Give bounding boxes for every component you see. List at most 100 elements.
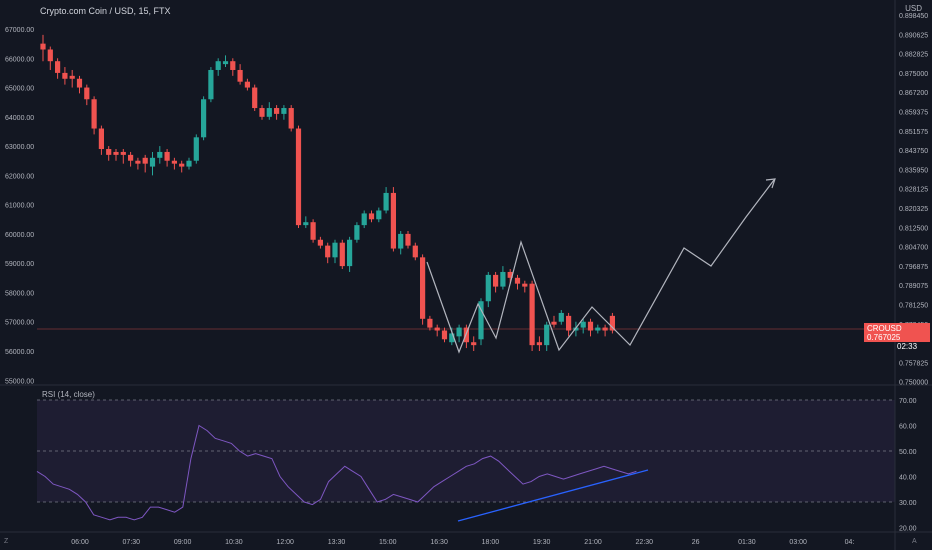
time-axis-tick: 19:30	[533, 539, 551, 546]
right-axis-tick: 0.835950	[899, 167, 928, 174]
left-axis-tick: 64000.00	[5, 115, 34, 122]
candle	[566, 315, 572, 331]
candle	[252, 87, 258, 109]
time-axis-tick: 01:30	[738, 539, 756, 546]
candle	[295, 128, 302, 226]
right-axis-tick: 0.820325	[899, 206, 928, 213]
time-axis-tick: 15:00	[379, 539, 397, 546]
time-axis-tick: 18:00	[482, 539, 500, 546]
right-axis-tick: 0.843750	[899, 148, 928, 155]
left-axis-tick: 66000.00	[5, 56, 34, 63]
candle	[427, 318, 433, 328]
candle	[244, 81, 250, 88]
candle	[164, 151, 170, 161]
candle	[157, 151, 163, 158]
candle	[390, 192, 396, 249]
rsi-axis-tick: 70.00	[899, 398, 917, 405]
candle	[266, 108, 272, 117]
candle	[514, 277, 521, 284]
candle	[201, 99, 207, 138]
rsi-indicator-label[interactable]: RSI (14, close)	[42, 390, 95, 399]
candle	[193, 137, 199, 161]
left-axis-tick: 59000.00	[5, 261, 34, 268]
rsi-axis-tick: 40.00	[899, 475, 917, 482]
candle	[354, 225, 360, 240]
auto-scale-button[interactable]: A	[912, 538, 917, 545]
candle	[405, 233, 411, 246]
candle	[237, 69, 243, 82]
candle	[69, 75, 75, 79]
left-axis-tick: 56000.00	[5, 349, 34, 356]
time-axis-tick: 21:00	[584, 539, 602, 546]
candle	[222, 61, 229, 65]
rsi-axis-tick: 20.00	[899, 526, 917, 533]
candle	[478, 301, 484, 340]
candle	[558, 312, 564, 322]
candle	[281, 108, 287, 114]
time-axis-tick: 26	[692, 539, 700, 546]
candle	[500, 271, 506, 287]
candle	[376, 210, 382, 220]
candle	[113, 151, 119, 155]
candle	[602, 327, 608, 331]
left-axis-tick: 58000.00	[5, 290, 34, 297]
left-axis-tick: 62000.00	[5, 173, 34, 180]
candle	[120, 151, 126, 155]
candle	[398, 233, 404, 249]
candle	[47, 49, 53, 62]
candle	[332, 242, 338, 258]
rsi-axis-tick: 30.00	[899, 500, 917, 507]
left-axis-tick: 63000.00	[5, 144, 34, 151]
candle	[536, 342, 542, 346]
candle	[347, 239, 353, 267]
projection-arrow-head	[765, 178, 776, 189]
left-axis-tick: 67000.00	[5, 27, 34, 34]
candle	[434, 327, 440, 331]
projection-path[interactable]	[426, 179, 775, 354]
candle	[449, 333, 455, 343]
time-axis-tick: 03:00	[789, 539, 807, 546]
left-axis-tick: 55000.00	[5, 378, 34, 385]
right-axis-tick: 0.804700	[899, 245, 928, 252]
right-axis-tick: 0.757825	[899, 360, 928, 367]
candle	[230, 61, 236, 70]
candle	[485, 274, 491, 302]
candle	[62, 72, 68, 79]
time-axis-tick: 06:00	[71, 539, 89, 546]
candle	[420, 257, 426, 319]
candle	[317, 239, 323, 246]
time-axis-tick: 22:30	[636, 539, 654, 546]
candle	[215, 61, 221, 70]
candle	[368, 213, 375, 220]
left-axis-tick: 65000.00	[5, 86, 34, 93]
candle	[609, 315, 615, 331]
right-axis-tick: 0.882825	[899, 52, 928, 59]
candle	[544, 324, 550, 346]
candle	[456, 327, 462, 337]
candle	[412, 245, 418, 258]
currency-label: USD	[905, 4, 922, 13]
rsi-trend-line[interactable]	[457, 469, 649, 522]
time-axis-tick: 10:30	[225, 539, 243, 546]
candle	[208, 69, 214, 100]
right-axis-tick: 0.867200	[899, 90, 928, 97]
left-axis-tick: 60000.00	[5, 232, 34, 239]
time-axis-tick: 16:30	[430, 539, 448, 546]
time-axis-tick: 09:00	[174, 539, 192, 546]
time-axis-tick: 07:30	[123, 539, 141, 546]
zoom-button[interactable]: Z	[4, 538, 9, 545]
candle	[55, 61, 61, 73]
candle	[310, 222, 316, 240]
candle	[84, 87, 90, 100]
rsi-line	[36, 424, 637, 521]
right-axis-tick: 0.781250	[899, 303, 928, 310]
rsi-axis-tick: 60.00	[899, 424, 917, 431]
candle	[493, 274, 499, 287]
chart-title[interactable]: Crypto.com Coin / USD, 15, FTX	[40, 6, 171, 16]
price-tag-countdown: 02:33	[897, 342, 918, 351]
candle	[325, 245, 331, 258]
right-axis-tick: 0.828125	[899, 187, 928, 194]
candle	[135, 160, 141, 164]
